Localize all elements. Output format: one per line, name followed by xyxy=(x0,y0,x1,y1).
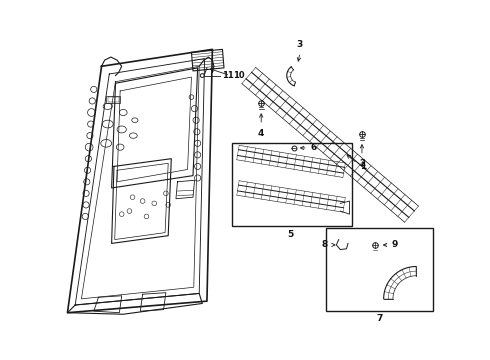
Text: 5: 5 xyxy=(287,230,293,239)
Bar xyxy=(232,143,352,226)
Text: 7: 7 xyxy=(377,314,383,323)
Text: 2: 2 xyxy=(359,159,365,168)
Bar xyxy=(106,95,120,103)
Text: 3: 3 xyxy=(297,40,303,49)
Text: 8: 8 xyxy=(321,240,328,249)
Text: 9: 9 xyxy=(392,240,398,249)
Text: 11: 11 xyxy=(222,71,234,80)
Text: 1: 1 xyxy=(360,162,366,171)
Bar xyxy=(108,97,119,102)
Text: 4: 4 xyxy=(258,129,265,138)
Text: 10: 10 xyxy=(233,71,245,80)
Bar xyxy=(326,228,433,311)
Text: 6: 6 xyxy=(310,143,316,152)
